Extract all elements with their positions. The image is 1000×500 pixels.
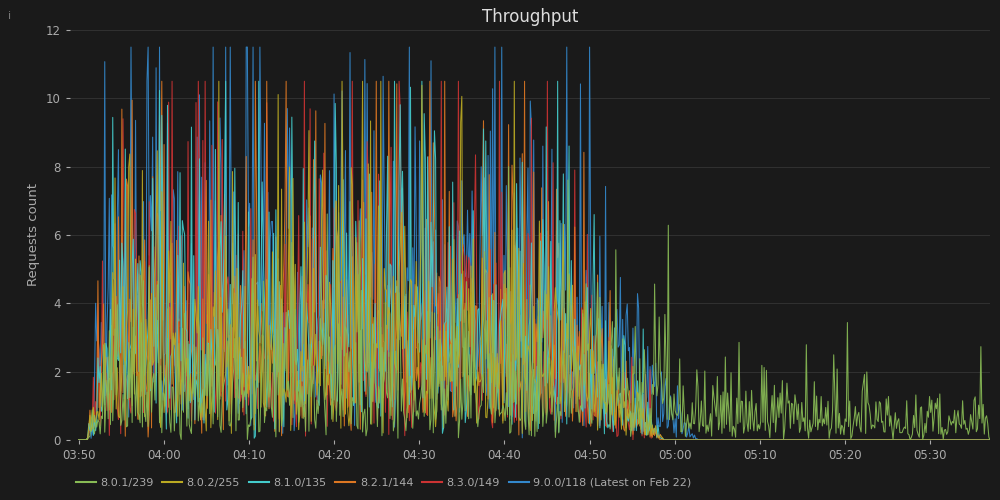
Title: Throughput: Throughput	[482, 8, 578, 26]
8.1.0/135	[220, 78, 232, 84]
8.1.0/135	[984, 437, 996, 443]
9.0.0/118 (Latest on Feb 22)	[859, 437, 871, 443]
9.0.0/118 (Latest on Feb 22)	[654, 424, 666, 430]
8.3.0/149	[654, 432, 666, 438]
8.0.1/239	[859, 372, 871, 378]
8.1.0/135	[859, 437, 871, 443]
8.2.1/144	[859, 437, 871, 443]
9.0.0/118 (Latest on Feb 22)	[765, 437, 777, 443]
Line: 8.0.2/255: 8.0.2/255	[79, 81, 990, 440]
8.1.0/135	[603, 422, 615, 428]
9.0.0/118 (Latest on Feb 22)	[73, 437, 85, 443]
8.3.0/149	[603, 334, 615, 340]
8.1.0/135	[627, 410, 639, 416]
8.3.0/149	[627, 437, 639, 443]
8.0.1/239	[984, 437, 996, 443]
8.2.1/144	[984, 437, 996, 443]
8.3.0/149	[166, 78, 178, 84]
8.2.1/144	[603, 359, 615, 365]
9.0.0/118 (Latest on Feb 22)	[603, 300, 615, 306]
8.0.1/239	[73, 437, 85, 443]
8.2.1/144	[73, 437, 85, 443]
8.0.2/255	[627, 364, 639, 370]
8.0.1/239	[603, 382, 615, 388]
8.0.1/239	[128, 372, 140, 378]
8.1.0/135	[765, 437, 777, 443]
8.3.0/149	[984, 437, 996, 443]
8.0.2/255	[73, 437, 85, 443]
8.0.1/239	[627, 372, 639, 378]
9.0.0/118 (Latest on Feb 22)	[125, 44, 137, 50]
8.3.0/149	[859, 437, 871, 443]
8.0.2/255	[603, 338, 615, 344]
8.0.2/255	[984, 437, 996, 443]
8.0.2/255	[128, 391, 140, 397]
9.0.0/118 (Latest on Feb 22)	[984, 437, 996, 443]
Text: i: i	[8, 11, 11, 21]
8.3.0/149	[128, 206, 140, 212]
Line: 8.3.0/149: 8.3.0/149	[79, 81, 990, 440]
8.2.1/144	[128, 354, 140, 360]
8.2.1/144	[654, 436, 666, 442]
Line: 8.0.1/239: 8.0.1/239	[79, 166, 990, 440]
Line: 8.1.0/135: 8.1.0/135	[79, 81, 990, 440]
Legend: 8.0.1/239, 8.0.2/255, 8.1.0/135, 8.2.1/144, 8.3.0/149, 9.0.0/118 (Latest on Feb : 8.0.1/239, 8.0.2/255, 8.1.0/135, 8.2.1/1…	[76, 478, 692, 488]
8.0.2/255	[213, 78, 225, 84]
9.0.0/118 (Latest on Feb 22)	[130, 118, 142, 124]
Line: 8.2.1/144: 8.2.1/144	[79, 81, 990, 440]
Line: 9.0.0/118 (Latest on Feb 22): 9.0.0/118 (Latest on Feb 22)	[79, 47, 990, 440]
8.2.1/144	[627, 432, 639, 438]
8.0.1/239	[654, 368, 666, 374]
8.1.0/135	[654, 435, 666, 441]
8.3.0/149	[73, 437, 85, 443]
8.3.0/149	[765, 437, 777, 443]
8.1.0/135	[128, 352, 140, 358]
8.0.2/255	[654, 432, 666, 438]
8.0.1/239	[765, 411, 777, 417]
9.0.0/118 (Latest on Feb 22)	[627, 325, 639, 331]
8.2.1/144	[765, 437, 777, 443]
8.0.2/255	[859, 437, 871, 443]
Y-axis label: Requests count: Requests count	[27, 184, 40, 286]
8.0.2/255	[765, 437, 777, 443]
8.0.1/239	[503, 164, 515, 170]
8.1.0/135	[73, 437, 85, 443]
8.2.1/144	[156, 78, 168, 84]
